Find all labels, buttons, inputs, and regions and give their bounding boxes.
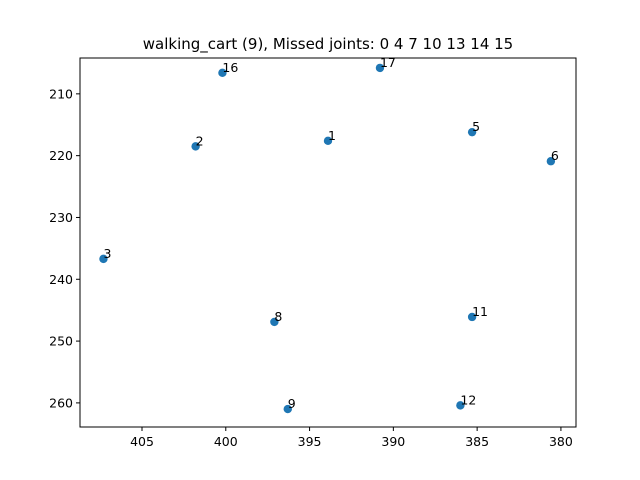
x-tick-label: 395 bbox=[298, 434, 322, 449]
point-label-11: 11 bbox=[472, 304, 488, 319]
data-point-11 bbox=[467, 312, 477, 322]
y-tick-label: 220 bbox=[49, 148, 73, 163]
data-point-16 bbox=[218, 68, 227, 78]
point-label-5: 5 bbox=[472, 119, 480, 134]
data-point-9 bbox=[283, 404, 292, 414]
point-label-9: 9 bbox=[288, 396, 296, 411]
point-label-16: 16 bbox=[222, 60, 238, 75]
point-label-1: 1 bbox=[328, 128, 336, 143]
y-tick-label: 230 bbox=[49, 210, 73, 225]
x-tick-label: 405 bbox=[130, 434, 154, 449]
y-tick-label: 250 bbox=[49, 334, 73, 349]
y-tick-label: 240 bbox=[49, 272, 73, 287]
plot-area-frame bbox=[79, 57, 577, 428]
x-tick-label: 380 bbox=[549, 434, 573, 449]
data-point-2 bbox=[191, 142, 200, 151]
data-point-8 bbox=[270, 317, 279, 327]
point-label-17: 17 bbox=[380, 55, 396, 70]
y-tick-label: 210 bbox=[49, 86, 73, 101]
chart-title: walking_cart (9), Missed joints: 0 4 7 1… bbox=[143, 35, 513, 54]
point-label-8: 8 bbox=[274, 309, 282, 324]
data-point-3 bbox=[99, 254, 108, 264]
point-label-6: 6 bbox=[551, 148, 559, 163]
data-point-12 bbox=[456, 401, 465, 410]
y-tick-label: 260 bbox=[49, 395, 73, 410]
point-label-12: 12 bbox=[460, 392, 476, 407]
x-axis: 405 400 395 390 385 380 bbox=[130, 427, 573, 449]
x-tick-label: 400 bbox=[214, 434, 238, 449]
x-tick-label: 390 bbox=[381, 434, 405, 449]
point-label-2: 2 bbox=[196, 133, 204, 148]
data-point-1 bbox=[323, 136, 333, 146]
data-point-5 bbox=[467, 127, 477, 137]
data-point-17 bbox=[375, 63, 385, 73]
data-point-6 bbox=[546, 157, 556, 166]
y-axis: 210 220 230 240 250 260 bbox=[49, 86, 80, 410]
point-label-3: 3 bbox=[103, 246, 111, 261]
x-tick-label: 385 bbox=[465, 434, 489, 449]
